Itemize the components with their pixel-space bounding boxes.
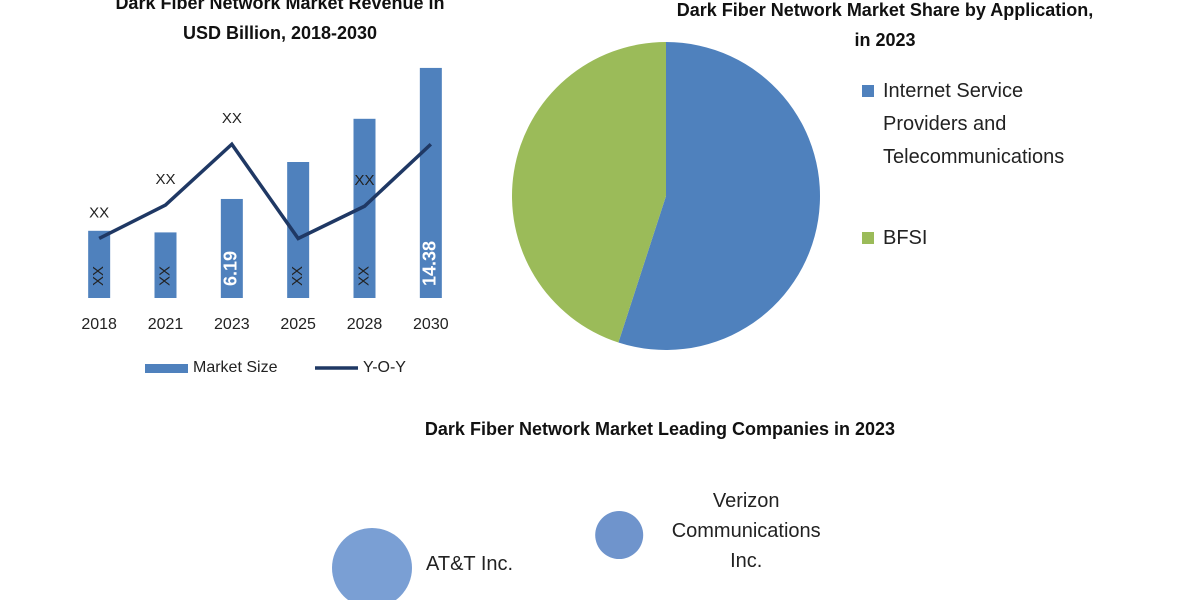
- data-label: 6.19: [221, 251, 241, 286]
- data-label: XX: [156, 266, 173, 286]
- data-label: XX: [90, 266, 107, 286]
- pie-slice: [618, 42, 821, 351]
- legend-label: BFSI: [883, 227, 928, 249]
- data-label: XX: [355, 266, 372, 286]
- x-tick-label: 2018: [81, 316, 117, 333]
- bar: [154, 232, 177, 298]
- legend-label: Y-O-Y: [363, 359, 406, 376]
- data-label: XX: [222, 110, 242, 127]
- bubble-label: Verizon Communications Inc.: [671, 490, 821, 573]
- x-tick-label: 2030: [413, 316, 449, 333]
- chart-title: Dark Fiber Network Market Leading Compan…: [424, 419, 896, 439]
- pie-slice: [512, 42, 666, 343]
- bar: [353, 118, 376, 298]
- x-tick-label: 2025: [280, 316, 316, 333]
- x-tick-label: 2023: [214, 316, 250, 333]
- x-tick-label: 2021: [148, 316, 184, 333]
- data-label: XX: [354, 172, 374, 189]
- line: [98, 141, 433, 241]
- legend-swatch: [862, 85, 874, 97]
- bubble-label: AT&T Inc.: [426, 552, 514, 575]
- bubble: [595, 511, 644, 560]
- legend-label: Internet Service Providers and Telecommu…: [883, 80, 1065, 168]
- x-tick-label: 2028: [347, 316, 383, 333]
- chart-title: Dark Fiber Network Market Revenue in USD…: [115, 0, 445, 43]
- bar: [88, 230, 111, 298]
- chart-title: Dark Fiber Network Market Share by Appli…: [676, 0, 1094, 50]
- legend-label: Market Size: [193, 359, 278, 376]
- bar: [419, 67, 442, 298]
- data-label: 14.38: [420, 241, 440, 286]
- data-label: XX: [289, 266, 306, 286]
- legend-swatch: [862, 232, 874, 244]
- bubble: [332, 527, 412, 600]
- legend-swatch: [145, 364, 188, 373]
- data-label: XX: [89, 204, 109, 221]
- bar: [220, 198, 243, 298]
- bar: [287, 162, 310, 298]
- data-label: XX: [155, 171, 175, 188]
